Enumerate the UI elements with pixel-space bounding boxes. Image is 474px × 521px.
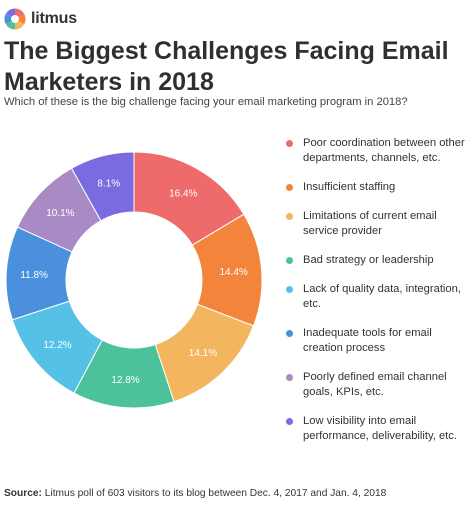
- legend-swatch: [286, 213, 293, 220]
- legend-label: Inadequate tools for email creation proc…: [303, 327, 432, 354]
- source-text: Litmus poll of 603 visitors to its blog …: [44, 488, 387, 499]
- donut-chart: 16.4% 14.4% 14.1% 12.8% 12.2% 11.8% 10.1% 8.1%: [5, 151, 263, 409]
- slice-value-label-8: 8.1%: [97, 179, 120, 190]
- legend-label: Lack of quality data, integration, etc.: [303, 283, 461, 310]
- legend-item-6: Inadequate tools for email creation proc…: [286, 326, 472, 356]
- slice-value-label-6: 11.8%: [20, 270, 48, 281]
- brand: litmus: [4, 8, 77, 30]
- legend-swatch: [286, 330, 293, 337]
- brand-name: litmus: [31, 10, 77, 27]
- legend-label: Insufficient staffing: [303, 181, 396, 193]
- legend-item-2: Insufficient staffing: [286, 180, 472, 195]
- source-note: Source: Litmus poll of 603 visitors to i…: [4, 487, 470, 500]
- legend-swatch: [286, 257, 293, 264]
- slice-value-label-4: 12.8%: [111, 375, 139, 386]
- legend-label: Bad strategy or leadership: [303, 254, 434, 266]
- legend-label: Poor coordination between other departme…: [303, 137, 465, 164]
- legend-swatch: [286, 184, 293, 191]
- legend-item-3: Limitations of current email service pro…: [286, 209, 472, 239]
- page-title: The Biggest Challenges Facing Email Mark…: [4, 37, 449, 96]
- legend-label: Poorly defined email channel goals, KPIs…: [303, 371, 447, 398]
- legend-swatch: [286, 374, 293, 381]
- slice-value-label-5: 12.2%: [43, 340, 71, 351]
- slice-value-label-3: 14.1%: [189, 348, 217, 359]
- legend-swatch: [286, 286, 293, 293]
- source-label: Source:: [4, 488, 42, 499]
- legend-item-4: Bad strategy or leadership: [286, 253, 472, 268]
- legend-item-1: Poor coordination between other departme…: [286, 136, 472, 166]
- legend-swatch: [286, 418, 293, 425]
- legend-item-5: Lack of quality data, integration, etc.: [286, 282, 472, 312]
- litmus-logo-icon: [4, 8, 26, 30]
- legend-swatch: [286, 140, 293, 147]
- chart-subtitle: Which of these is the big challenge faci…: [4, 96, 408, 108]
- slice-value-label-1: 16.4%: [169, 189, 197, 200]
- slice-value-label-2: 14.4%: [219, 267, 247, 278]
- legend-item-7: Poorly defined email channel goals, KPIs…: [286, 370, 472, 400]
- legend-label: Low visibility into email performance, d…: [303, 415, 457, 442]
- legend-label: Limitations of current email service pro…: [303, 210, 437, 237]
- slice-value-label-7: 10.1%: [46, 208, 74, 219]
- donut-slice-8: [70, 151, 135, 222]
- legend-item-8: Low visibility into email performance, d…: [286, 414, 472, 444]
